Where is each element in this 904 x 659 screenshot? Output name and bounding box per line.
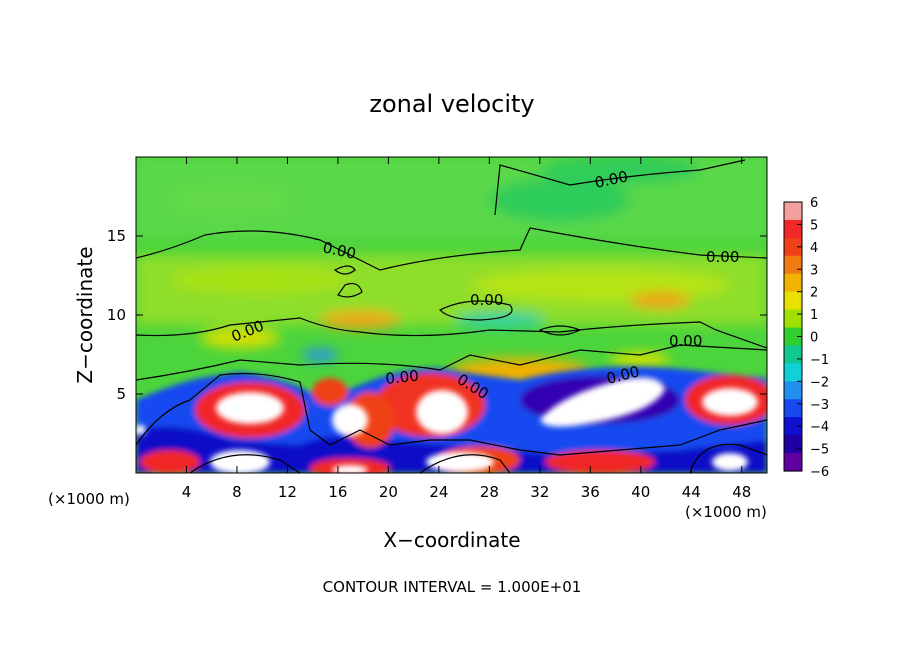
colorbar-tick-label: −4 xyxy=(810,420,829,435)
x-tick-label: 40 xyxy=(631,483,650,501)
colorbar-swatch xyxy=(784,363,802,382)
x-tick-label: 16 xyxy=(328,483,347,501)
colorbar-swatch xyxy=(784,417,802,436)
contour-line xyxy=(438,300,513,321)
colorbar: 6 5 4 3 2 1 0 −1 −2 −3 −4 −5 −6 xyxy=(783,196,829,480)
contour-line xyxy=(689,443,767,473)
contour-lines xyxy=(136,159,767,473)
contour-line xyxy=(337,282,363,298)
colorbar-tick-label: −2 xyxy=(810,375,829,390)
x-tick-label: 36 xyxy=(581,483,600,501)
contour-line xyxy=(494,159,746,216)
colorbar-tick-label: 4 xyxy=(810,241,818,256)
x-tick-label: 48 xyxy=(732,483,751,501)
contour-label: 0.00 xyxy=(706,248,739,266)
contour-label: 0.00 xyxy=(470,291,503,309)
x-tick-label: 20 xyxy=(379,483,398,501)
colorbar-swatch xyxy=(784,435,802,454)
contour-line xyxy=(136,344,767,381)
colorbar-tick-label: 0 xyxy=(810,331,818,346)
footer-text: CONTOUR INTERVAL = 1.000E+01 xyxy=(323,578,582,596)
colorbar-tick-label: 6 xyxy=(810,196,818,211)
contour-line xyxy=(136,372,767,456)
colorbar-swatch xyxy=(784,309,802,329)
x-tick-label: 24 xyxy=(429,483,448,501)
contour-line xyxy=(538,325,582,336)
y-axis: 5 10 15 xyxy=(107,227,767,403)
chart-title: zonal velocity xyxy=(369,90,534,118)
contour-line xyxy=(419,454,511,473)
colorbar-swatch xyxy=(784,381,802,400)
x-tick-label: 4 xyxy=(182,483,192,501)
colorbar-tick-label: −5 xyxy=(810,443,829,458)
x-unit-left: (×1000 m) xyxy=(48,490,130,508)
colorbar-swatch xyxy=(784,237,802,257)
y-tick-label: 5 xyxy=(116,385,126,403)
contour-label: 0.00 xyxy=(669,332,702,350)
x-tick-label: 8 xyxy=(232,483,242,501)
colorbar-tick-label: 5 xyxy=(810,218,818,233)
colorbar-swatch xyxy=(784,345,802,364)
contour-label: 0.00 xyxy=(385,367,420,388)
colorbar-tick-label: −1 xyxy=(810,353,829,368)
y-tick-label: 10 xyxy=(107,306,126,324)
x-tick-label: 12 xyxy=(278,483,297,501)
colorbar-tick-label: −3 xyxy=(810,398,829,413)
contour-line xyxy=(136,317,767,349)
colorbar-tick-label: 2 xyxy=(810,286,818,301)
colorbar-swatch xyxy=(784,453,802,472)
colorbar-swatch xyxy=(784,291,802,311)
colorbar-swatch xyxy=(784,202,802,221)
y-tick-label: 15 xyxy=(107,227,126,245)
x-axis: 4 8 12 16 20 24 28 32 36 40 44 48 xyxy=(182,157,751,501)
heatmap-field xyxy=(136,157,767,473)
contour-line xyxy=(136,227,767,271)
colorbar-swatch xyxy=(784,327,802,347)
x-tick-label: 28 xyxy=(480,483,499,501)
x-tick-label: 32 xyxy=(530,483,549,501)
x-axis-label: X−coordinate xyxy=(383,528,520,552)
colorbar-swatch xyxy=(784,255,802,275)
colorbar-tick-label: 1 xyxy=(810,308,818,323)
colorbar-tick-label: −6 xyxy=(810,465,829,480)
contour-line xyxy=(333,265,356,275)
colorbar-swatch xyxy=(784,273,802,293)
contour-line xyxy=(189,454,301,473)
y-axis-label: Z−coordinate xyxy=(73,246,97,383)
x-unit-right: (×1000 m) xyxy=(685,503,767,521)
colorbar-swatch xyxy=(784,399,802,418)
colorbar-swatch xyxy=(784,219,802,239)
x-tick-label: 44 xyxy=(682,483,701,501)
colorbar-tick-label: 3 xyxy=(810,263,818,278)
